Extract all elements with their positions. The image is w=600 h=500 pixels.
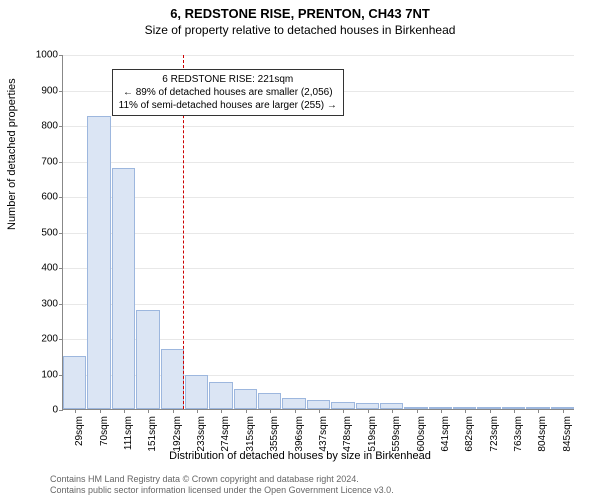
histogram-bar: [136, 310, 159, 409]
y-tick-label: 100: [18, 369, 58, 380]
gridline: [63, 233, 574, 234]
x-tick-mark: [417, 409, 418, 413]
histogram-bar: [161, 349, 184, 409]
x-tick-mark: [392, 409, 393, 413]
y-tick-mark: [59, 233, 63, 234]
x-tick-label: 682sqm: [464, 416, 475, 466]
x-tick-mark: [75, 409, 76, 413]
x-tick-mark: [514, 409, 515, 413]
annotation-line-2: ← 89% of detached houses are smaller (2,…: [119, 86, 337, 99]
x-tick-label: 151sqm: [147, 416, 158, 466]
y-tick-label: 0: [18, 405, 58, 416]
gridline: [63, 55, 574, 56]
footer-line-1: Contains HM Land Registry data © Crown c…: [50, 474, 394, 485]
x-tick-label: 763sqm: [513, 416, 524, 466]
y-tick-mark: [59, 126, 63, 127]
x-tick-label: 233sqm: [196, 416, 207, 466]
histogram-bar: [63, 356, 86, 409]
histogram-bar: [258, 393, 281, 409]
histogram-bar: [331, 402, 354, 409]
gridline: [63, 304, 574, 305]
page-title: 6, REDSTONE RISE, PRENTON, CH43 7NT: [0, 0, 600, 21]
chart-plot-area: 6 REDSTONE RISE: 221sqm← 89% of detached…: [62, 55, 574, 410]
y-tick-label: 300: [18, 298, 58, 309]
y-tick-mark: [59, 410, 63, 411]
gridline: [63, 197, 574, 198]
y-tick-label: 600: [18, 192, 58, 203]
x-tick-label: 600sqm: [416, 416, 427, 466]
x-tick-mark: [124, 409, 125, 413]
y-tick-mark: [59, 197, 63, 198]
x-tick-label: 641sqm: [440, 416, 451, 466]
x-tick-label: 559sqm: [391, 416, 402, 466]
x-tick-label: 192sqm: [172, 416, 183, 466]
gridline: [63, 268, 574, 269]
footer-line-2: Contains public sector information licen…: [50, 485, 394, 496]
x-tick-label: 519sqm: [367, 416, 378, 466]
x-tick-mark: [441, 409, 442, 413]
gridline: [63, 126, 574, 127]
y-tick-label: 900: [18, 85, 58, 96]
y-tick-mark: [59, 304, 63, 305]
histogram-bar: [209, 382, 232, 409]
x-tick-mark: [100, 409, 101, 413]
x-tick-label: 804sqm: [537, 416, 548, 466]
x-tick-label: 274sqm: [220, 416, 231, 466]
x-tick-mark: [563, 409, 564, 413]
y-tick-mark: [59, 268, 63, 269]
y-tick-mark: [59, 162, 63, 163]
y-axis-label: Number of detached properties: [6, 78, 18, 230]
x-tick-mark: [148, 409, 149, 413]
x-tick-label: 29sqm: [74, 416, 85, 466]
footer-attribution: Contains HM Land Registry data © Crown c…: [50, 474, 394, 496]
x-tick-label: 396sqm: [294, 416, 305, 466]
x-tick-mark: [490, 409, 491, 413]
y-tick-label: 500: [18, 227, 58, 238]
histogram-bar: [185, 375, 208, 409]
y-tick-mark: [59, 339, 63, 340]
y-tick-label: 700: [18, 156, 58, 167]
x-tick-mark: [319, 409, 320, 413]
x-tick-label: 111sqm: [123, 416, 134, 466]
chart-subtitle: Size of property relative to detached ho…: [0, 21, 600, 41]
annotation-line-3: 11% of semi-detached houses are larger (…: [119, 99, 337, 112]
x-tick-label: 437sqm: [318, 416, 329, 466]
x-tick-label: 845sqm: [562, 416, 573, 466]
gridline: [63, 162, 574, 163]
x-tick-mark: [295, 409, 296, 413]
histogram-bar: [112, 168, 135, 409]
y-tick-mark: [59, 91, 63, 92]
y-tick-label: 800: [18, 121, 58, 132]
histogram-bar: [87, 116, 110, 409]
x-tick-label: 478sqm: [342, 416, 353, 466]
annotation-line-1: 6 REDSTONE RISE: 221sqm: [119, 73, 337, 86]
x-tick-mark: [270, 409, 271, 413]
x-tick-mark: [343, 409, 344, 413]
x-tick-mark: [465, 409, 466, 413]
y-tick-label: 200: [18, 334, 58, 345]
x-tick-label: 723sqm: [489, 416, 500, 466]
x-tick-mark: [246, 409, 247, 413]
x-tick-mark: [197, 409, 198, 413]
x-tick-mark: [173, 409, 174, 413]
x-tick-mark: [368, 409, 369, 413]
y-tick-label: 1000: [18, 50, 58, 61]
x-tick-label: 70sqm: [99, 416, 110, 466]
x-tick-label: 315sqm: [245, 416, 256, 466]
histogram-bar: [307, 400, 330, 409]
y-tick-mark: [59, 55, 63, 56]
x-tick-label: 355sqm: [269, 416, 280, 466]
histogram-bar: [234, 389, 257, 409]
annotation-box: 6 REDSTONE RISE: 221sqm← 89% of detached…: [112, 69, 344, 116]
x-tick-mark: [221, 409, 222, 413]
x-tick-mark: [538, 409, 539, 413]
y-tick-label: 400: [18, 263, 58, 274]
histogram-bar: [282, 398, 305, 409]
